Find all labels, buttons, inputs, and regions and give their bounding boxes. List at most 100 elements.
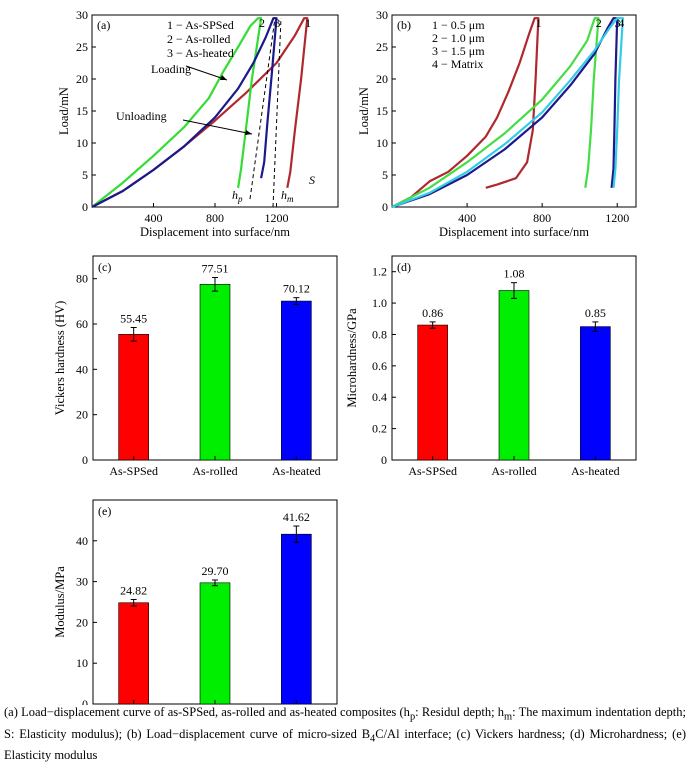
- panel-b-label: (b): [397, 18, 411, 32]
- panel-b-ytick-label-0: 0: [382, 200, 388, 214]
- panel-c-y-ticks: 0 20 40 60 80: [76, 272, 97, 467]
- panel-c-category-label-2: As-heated: [272, 464, 321, 478]
- panel-b-xtick-label-1: 800: [533, 211, 551, 225]
- panel-a-xtick-label-2: 1200: [265, 211, 289, 225]
- panel-d-value-label-0: 0.86: [422, 306, 443, 320]
- panel-a-label: (a): [97, 18, 110, 32]
- panel-e-value-label-1: 29.70: [202, 564, 229, 578]
- panel-a-ytick-label-2: 10: [76, 136, 88, 150]
- panel-b-curve-label-1: 1: [536, 16, 542, 30]
- panel-c-bar-2: [281, 300, 312, 461]
- panel-d-y-axis-label: Microhardness/GPa: [345, 308, 359, 408]
- panel-a-ytick-label-3: 15: [76, 104, 88, 118]
- loading-arrowhead: [220, 75, 227, 80]
- panel-d-ytick-label-6: 1.2: [372, 265, 387, 279]
- panel-d-category-label-2: As-heated: [571, 464, 620, 478]
- caption-hm-sub: m: [504, 711, 513, 723]
- panel-d-label: (d): [397, 260, 411, 274]
- panel-d-ytick-label-3: 0.6: [372, 359, 387, 373]
- panel-c-bar-0: [118, 334, 149, 461]
- panel-e-bar-0: [118, 602, 149, 705]
- panel-c-value-label-2: 70.12: [283, 282, 310, 296]
- panel-c-label: (c): [98, 260, 111, 274]
- panel-e-ytick-label-4: 40: [76, 534, 88, 548]
- panel-b-ytick-label-5: 25: [376, 40, 388, 54]
- panel-d-bar-1: [498, 290, 530, 461]
- annotation-s: S: [309, 173, 315, 187]
- caption-part-1: (a) Load−displacement curve of as-SPSed,…: [4, 705, 410, 719]
- panel-b-curve-label-2: 2: [596, 16, 602, 30]
- panel-c-value-label-1: 77.51: [202, 262, 229, 276]
- panel-b-ytick-label-4: 20: [376, 72, 388, 86]
- panel-c-bar-1: [199, 284, 231, 461]
- panel-a-curve-2: [91, 17, 263, 208]
- panel-c-category-label-1: As-rolled: [192, 464, 237, 478]
- panel-b-curve-4: [391, 17, 625, 209]
- panel-d-category-label-0: As-SPSed: [408, 464, 457, 478]
- panel-e-label: (e): [98, 504, 111, 518]
- panel-e-value-label-0: 24.82: [120, 583, 147, 597]
- panel-a-legend-1: 1 − As-SPSed: [167, 18, 234, 32]
- caption-part-4: C/Al interface; (c) Vickers hardness; (d…: [4, 726, 687, 763]
- panel-a-curves: 1 2 3: [91, 16, 311, 208]
- panel-a-load-displacement: (a) 0 5 10 15 20 25 30 400 800 1200 Displacement…: [57, 8, 339, 239]
- panel-e-modulus: (e) Modulus/MPa 0 10 20 30 40 24.82As-SPSed2…: [53, 499, 338, 705]
- panel-b-curve-label-3: 3: [614, 16, 620, 30]
- panel-b-y-axis-label: Load/mN: [357, 87, 371, 135]
- panel-a-ytick-label-0: 0: [82, 200, 88, 214]
- panel-e-bar-2: [281, 533, 312, 705]
- panel-a-legend-3: 3 − As-heated: [167, 46, 234, 60]
- panel-a-curve-3: [91, 17, 278, 208]
- panel-b-curve-2: [391, 17, 600, 208]
- panel-e-bars: 24.82As-SPSed29.70As-rolled41.62As-heate…: [118, 510, 312, 705]
- panel-e-ytick-label-1: 10: [76, 656, 88, 670]
- panel-e-ytick-label-2: 20: [76, 615, 88, 629]
- panel-a-y-ticks: 0 5 10 15 20 25 30: [76, 8, 96, 214]
- caption-b4c-sub: 4: [370, 733, 376, 744]
- panel-a-ytick-label-4: 20: [76, 72, 88, 86]
- panel-c-vickers-hardness: (c) Vickers hardness (HV) 0 20 40 60 80 55.4…: [53, 255, 338, 478]
- hp-dashed-line: [249, 17, 276, 200]
- panel-a-curve-label-1: 1: [305, 16, 311, 30]
- unloading-arrowhead: [245, 130, 252, 135]
- annotation-unloading: Unloading: [116, 109, 167, 123]
- panel-d-microhardness: (d) Microhardness/GPa 0 0.2 0.4 0.6 0.8 1.0 1.…: [345, 255, 637, 478]
- panel-a-x-axis-label: Displacement into surface/nm: [140, 225, 290, 239]
- panel-e-bar-1: [199, 582, 231, 705]
- caption-part-2: : Residul depth; h: [415, 705, 505, 719]
- panel-a-ytick-label-1: 5: [82, 168, 88, 182]
- panel-c-bars: 55.45 As-SPSed 77.51 As-rolled 70.12 As-heate…: [109, 262, 320, 478]
- panel-b-load-displacement: (b) 0 5 10 15 20 25 30 400 800 1200 Displacement…: [357, 8, 637, 239]
- panel-d-bars: 0.86 As-SPSed 1.08 As-rolled 0.85 As-heated: [408, 267, 619, 478]
- panel-d-category-label-1: As-rolled: [491, 464, 536, 478]
- figure-caption: (a) Load−displacement curve of as-SPSed,…: [4, 704, 686, 764]
- panel-a-legend-2: 2 − As-rolled: [167, 32, 230, 46]
- panel-c-ytick-label-4: 80: [76, 272, 88, 286]
- panel-b-legend-1: 1 − 0.5 μm: [432, 18, 485, 32]
- panel-e-y-axis-label: Modulus/MPa: [53, 566, 67, 638]
- panel-c-value-label-0: 55.45: [120, 312, 147, 326]
- panel-b-legend-4: 4 − Matrix: [432, 57, 483, 71]
- panel-e-y-ticks: 0 10 20 30 40: [76, 534, 97, 705]
- loading-arrow: [185, 65, 228, 81]
- panel-b-xtick-label-2: 1200: [605, 211, 629, 225]
- panel-b-ytick-label-6: 30: [376, 8, 388, 22]
- panel-d-ytick-label-4: 0.8: [372, 327, 387, 341]
- panel-b-curve-1: [391, 17, 540, 208]
- panel-c-ytick-label-1: 20: [76, 408, 88, 422]
- panel-a-x-ticks: 400 800 1200: [145, 203, 289, 225]
- panel-d-bar-0: [417, 324, 448, 461]
- caption-part-3: : The maximum indentation depth; S: Elas…: [4, 705, 686, 741]
- caption-hp-sub: p: [409, 711, 416, 723]
- panel-b-ytick-label-3: 15: [376, 104, 388, 118]
- panel-d-y-ticks: 0 0.2 0.4 0.6 0.8 1.0 1.2: [372, 265, 396, 467]
- panel-d-ytick-label-1: 0.2: [372, 422, 387, 436]
- panel-c-ytick-label-0: 0: [82, 453, 88, 467]
- panel-b-y-ticks: 0 5 10 15 20 25 30: [376, 8, 396, 214]
- panel-a-ytick-label-6: 30: [76, 8, 88, 22]
- panel-c-ytick-label-2: 40: [76, 362, 88, 376]
- panel-a-curve-label-2: 2: [259, 16, 265, 30]
- panel-e-value-label-2: 41.62: [283, 510, 310, 524]
- panel-b-x-ticks: 400 800 1200: [458, 203, 629, 225]
